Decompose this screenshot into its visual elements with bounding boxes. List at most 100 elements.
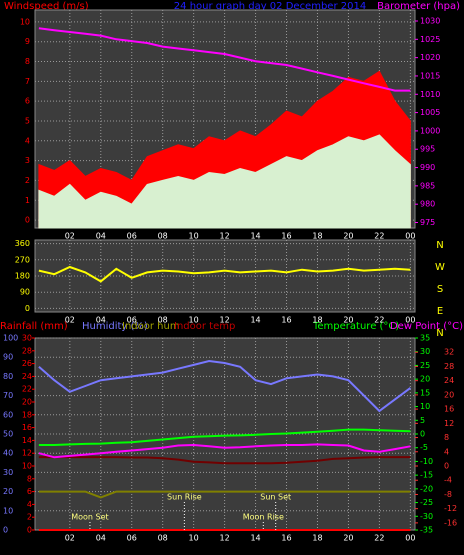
y-tick-label: 35 bbox=[420, 334, 430, 343]
y-tick-label: 7 bbox=[25, 77, 30, 86]
y-tick-label: 28 bbox=[444, 362, 454, 371]
x-tick-label: 18 bbox=[312, 232, 322, 241]
series-area bbox=[38, 134, 411, 229]
y-tick-label: 985 bbox=[420, 181, 435, 190]
y-tick-label: 180 bbox=[15, 272, 30, 281]
y-tick-label: 4 bbox=[27, 500, 32, 509]
axis-title: Rainfall (mm) bbox=[0, 321, 68, 332]
y-tick-label: 20 bbox=[3, 487, 13, 496]
y-tick-label: 0 bbox=[25, 304, 30, 313]
y-tick-label: 995 bbox=[420, 145, 435, 154]
axis-title: Windspeed (m/s) bbox=[4, 1, 89, 12]
y-tick-label: 6 bbox=[27, 487, 32, 496]
y-tick-label: -25 bbox=[420, 498, 433, 507]
x-tick-label: 06 bbox=[127, 534, 137, 543]
y-tick-label: -8 bbox=[444, 490, 452, 499]
compass-label: S bbox=[437, 284, 443, 295]
y-tick-label: 0 bbox=[25, 216, 30, 225]
y-tick-label: 360 bbox=[15, 239, 30, 248]
annotation: Moon Rise bbox=[243, 513, 284, 522]
x-tick-label: 16 bbox=[281, 232, 291, 241]
y-tick-label: 40 bbox=[3, 449, 13, 458]
axis-title: Dew Point (°C) bbox=[390, 321, 463, 332]
axis-title: Indoor temp bbox=[174, 321, 235, 332]
y-tick-label: 0 bbox=[420, 430, 425, 439]
x-tick-label: 12 bbox=[220, 316, 230, 325]
y-tick-label: 100 bbox=[3, 334, 18, 343]
compass-label: N bbox=[436, 328, 443, 339]
y-tick-label: 10 bbox=[20, 17, 30, 26]
x-tick-label: 04 bbox=[96, 534, 106, 543]
x-tick-label: 16 bbox=[281, 534, 291, 543]
y-tick-label: 32 bbox=[444, 348, 454, 357]
x-tick-label: 02 bbox=[65, 534, 75, 543]
y-tick-label: 270 bbox=[15, 255, 30, 264]
y-tick-label: 22 bbox=[22, 385, 32, 394]
annotation: Moon Set bbox=[71, 513, 108, 522]
x-tick-label: 16 bbox=[281, 316, 291, 325]
y-tick-label: 80 bbox=[3, 372, 13, 381]
y-tick-label: -16 bbox=[444, 518, 457, 527]
series-line bbox=[38, 27, 411, 92]
y-tick-label: 60 bbox=[3, 410, 13, 419]
y-tick-label: 50 bbox=[3, 430, 13, 439]
y-tick-label: -35 bbox=[420, 526, 433, 535]
y-tick-label: 9 bbox=[25, 37, 30, 46]
x-tick-label: 20 bbox=[343, 534, 353, 543]
x-tick-label: 22 bbox=[374, 232, 384, 241]
y-tick-label: -30 bbox=[420, 512, 433, 521]
y-tick-label: 0 bbox=[27, 526, 32, 535]
compass-label: E bbox=[437, 306, 443, 317]
y-tick-label: 1020 bbox=[420, 53, 440, 62]
y-tick-label: 1025 bbox=[420, 35, 440, 44]
y-tick-label: 1010 bbox=[420, 90, 440, 99]
y-tick-label: 0 bbox=[3, 526, 8, 535]
x-tick-label: 10 bbox=[189, 232, 199, 241]
y-tick-label: 24 bbox=[444, 376, 454, 385]
x-tick-label: 04 bbox=[96, 316, 106, 325]
y-tick-label: 10 bbox=[3, 506, 13, 515]
y-tick-label: -20 bbox=[420, 484, 433, 493]
y-tick-label: 990 bbox=[420, 163, 435, 172]
y-tick-label: 8 bbox=[27, 474, 32, 483]
y-tick-label: 16 bbox=[444, 405, 454, 414]
y-tick-label: 1000 bbox=[420, 126, 440, 135]
axis-title: Humidity (%) bbox=[82, 321, 148, 332]
y-tick-label: 26 bbox=[22, 359, 32, 368]
x-tick-label: 10 bbox=[189, 316, 199, 325]
y-tick-label: 2 bbox=[27, 513, 32, 522]
x-tick-label: 22 bbox=[374, 316, 384, 325]
x-tick-label: 08 bbox=[158, 534, 168, 543]
y-tick-label: 1 bbox=[25, 196, 30, 205]
y-tick-label: -12 bbox=[444, 504, 457, 513]
x-tick-label: 12 bbox=[220, 232, 230, 241]
x-tick-label: 14 bbox=[250, 316, 260, 325]
x-tick-label: 00 bbox=[405, 534, 415, 543]
y-tick-label: 975 bbox=[420, 218, 435, 227]
y-tick-label: 15 bbox=[420, 388, 430, 397]
x-tick-label: 12 bbox=[220, 534, 230, 543]
y-tick-label: -15 bbox=[420, 471, 433, 480]
series-line bbox=[38, 443, 411, 459]
x-tick-label: 20 bbox=[343, 316, 353, 325]
x-tick-label: 18 bbox=[312, 534, 322, 543]
y-tick-label: 0 bbox=[444, 462, 449, 471]
y-tick-label: 2 bbox=[25, 176, 30, 185]
y-tick-label: 16 bbox=[22, 423, 32, 432]
y-tick-label: 980 bbox=[420, 200, 435, 209]
y-tick-label: 14 bbox=[22, 436, 32, 445]
y-tick-label: -5 bbox=[420, 443, 428, 452]
y-tick-label: 4 bbox=[444, 447, 449, 456]
axis-title: Barometer (hpa) bbox=[377, 1, 460, 12]
y-tick-label: 12 bbox=[444, 419, 454, 428]
x-tick-label: 08 bbox=[158, 232, 168, 241]
y-tick-label: 3 bbox=[25, 156, 30, 165]
x-tick-label: 06 bbox=[127, 232, 137, 241]
y-tick-label: 70 bbox=[3, 391, 13, 400]
x-tick-label: 22 bbox=[374, 534, 384, 543]
axis-title: Temperature (°C) bbox=[312, 321, 399, 332]
series-line bbox=[38, 490, 411, 499]
series-line bbox=[38, 359, 411, 413]
